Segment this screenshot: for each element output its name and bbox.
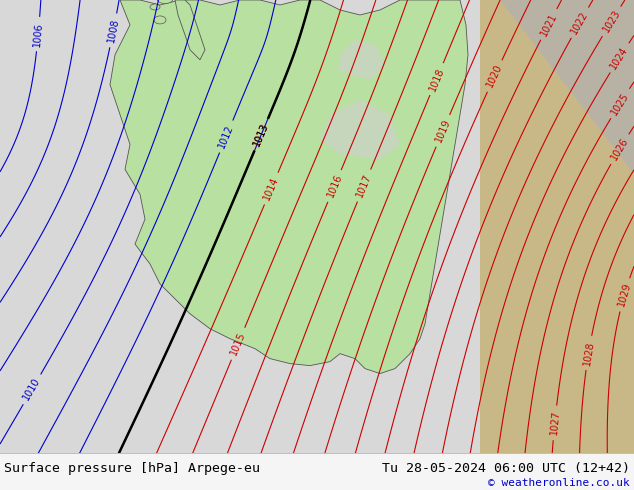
Text: 1026: 1026 — [609, 136, 630, 162]
Text: 1008: 1008 — [106, 18, 120, 44]
Ellipse shape — [154, 16, 166, 24]
Text: 1027: 1027 — [548, 410, 561, 436]
Text: Surface pressure [hPa] Arpege-eu: Surface pressure [hPa] Arpege-eu — [4, 462, 260, 475]
Text: © weatheronline.co.uk: © weatheronline.co.uk — [488, 478, 630, 488]
Text: 1024: 1024 — [609, 45, 630, 71]
Text: 1023: 1023 — [601, 8, 622, 34]
Text: 1012: 1012 — [217, 123, 235, 150]
Text: 1013: 1013 — [252, 122, 271, 148]
Text: 1018: 1018 — [427, 66, 446, 92]
Polygon shape — [480, 0, 634, 453]
Polygon shape — [320, 99, 400, 159]
Polygon shape — [500, 0, 634, 174]
Text: 1028: 1028 — [581, 340, 595, 366]
Ellipse shape — [150, 4, 160, 10]
Ellipse shape — [157, 0, 172, 3]
Polygon shape — [338, 40, 385, 80]
Text: 1017: 1017 — [355, 172, 373, 199]
Text: 1016: 1016 — [325, 173, 344, 199]
Text: 1019: 1019 — [434, 118, 452, 144]
Polygon shape — [110, 0, 468, 373]
Text: 1021: 1021 — [539, 11, 559, 38]
Text: 1022: 1022 — [569, 9, 590, 36]
Text: 1013: 1013 — [252, 122, 271, 148]
Text: 1014: 1014 — [262, 175, 281, 202]
Text: 1006: 1006 — [32, 22, 44, 47]
Text: 1015: 1015 — [229, 330, 247, 357]
Text: 1020: 1020 — [485, 63, 504, 89]
Text: 1029: 1029 — [616, 282, 633, 308]
Text: Tu 28-05-2024 06:00 UTC (12+42): Tu 28-05-2024 06:00 UTC (12+42) — [382, 462, 630, 475]
Polygon shape — [175, 0, 205, 60]
Text: 1010: 1010 — [22, 376, 42, 402]
Text: 1025: 1025 — [609, 90, 631, 117]
